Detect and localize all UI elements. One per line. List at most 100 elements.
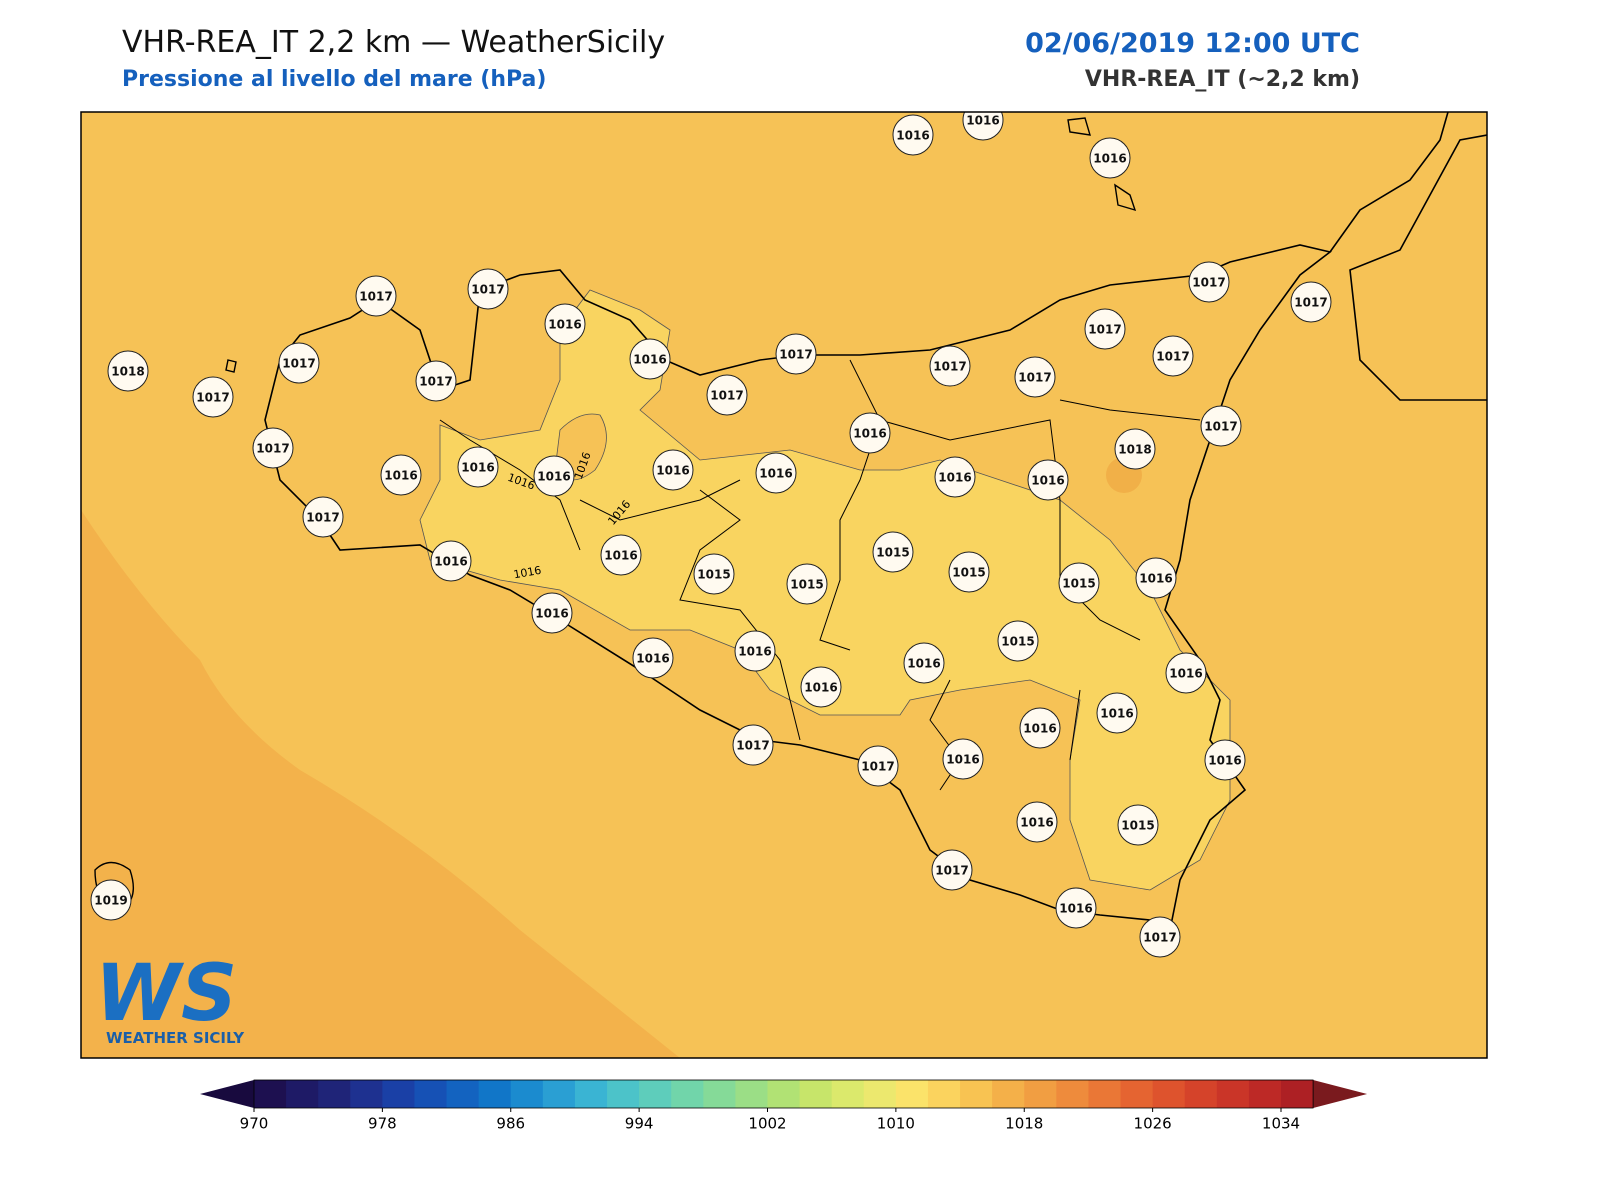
colorbar-bin	[639, 1080, 672, 1108]
colorbar-bin	[927, 1080, 961, 1108]
colorbar-bin	[671, 1080, 704, 1108]
station-marker	[732, 724, 774, 766]
station-marker	[278, 342, 320, 384]
colorbar-bin	[574, 1080, 608, 1108]
colorbar-bin	[1184, 1080, 1218, 1108]
colorbar-bin	[767, 1080, 801, 1108]
colorbar-bin	[286, 1080, 319, 1108]
contour-label: 1016	[512, 564, 542, 582]
station-value: 1017	[1018, 371, 1051, 385]
colorbar-tick-label: 1034	[1262, 1115, 1300, 1133]
station-marker	[1139, 916, 1181, 958]
station-marker	[355, 275, 397, 317]
station-marker	[1114, 428, 1156, 470]
logo-mark: WS	[95, 949, 237, 1039]
title: VHR-REA_IT 2,2 km — WeatherSicily	[122, 25, 665, 60]
colorbar-bin	[895, 1080, 929, 1108]
colorbar-tick-label: 1018	[1005, 1115, 1043, 1133]
colorbar-bin	[1281, 1080, 1314, 1108]
station-marker	[962, 112, 1004, 141]
colorbar-tick-label: 986	[496, 1115, 525, 1133]
colorbar-bin	[446, 1080, 480, 1108]
station-marker	[931, 849, 973, 891]
station-value: 1016	[853, 427, 886, 441]
coastline	[1329, 112, 1487, 401]
station-marker	[1016, 801, 1058, 843]
station-value: 1016	[907, 657, 940, 671]
station-value: 1017	[710, 389, 743, 403]
station-value: 1017	[935, 864, 968, 878]
station-marker	[872, 531, 914, 573]
station-marker	[693, 553, 735, 595]
station-marker	[467, 268, 509, 310]
colorbar-bin	[1248, 1080, 1282, 1108]
colorbar-bin	[542, 1080, 576, 1108]
colorbar-tick-label: 1002	[748, 1115, 786, 1133]
station-value: 1016	[633, 353, 666, 367]
colorbar-tick-label: 1026	[1134, 1115, 1172, 1133]
station-value: 1016	[434, 555, 467, 569]
colorbar-bin	[318, 1080, 351, 1108]
colorbar-bin	[703, 1080, 736, 1108]
station-marker	[1014, 356, 1056, 398]
station-marker	[457, 446, 499, 488]
colorbar-bin	[960, 1080, 993, 1108]
station-marker	[1152, 335, 1194, 377]
colorbar-tick-label: 978	[368, 1115, 397, 1133]
colorbar-tick-label: 994	[625, 1115, 654, 1133]
station-value: 1016	[938, 471, 971, 485]
colorbar: 970 978 986 994 1002 1010 1018 1026 1034	[200, 1079, 1368, 1133]
colorbar-bin	[992, 1080, 1025, 1108]
station-marker	[755, 452, 797, 494]
station-marker	[107, 350, 149, 392]
colorbar-bin	[350, 1080, 383, 1108]
station-marker	[934, 456, 976, 498]
station-marker	[1058, 562, 1100, 604]
colorbar-bin	[1120, 1080, 1154, 1108]
station-value: 1016	[804, 681, 837, 695]
station-marker	[929, 345, 971, 387]
colorbar-frame	[253, 1079, 1314, 1109]
station-marker	[533, 455, 575, 497]
station-value: 1017	[1294, 296, 1327, 310]
colorbar-bin	[607, 1080, 640, 1108]
station-value: 1016	[1139, 572, 1172, 586]
station-value: 1017	[256, 442, 289, 456]
station-marker	[892, 114, 934, 156]
colorbar-bin	[863, 1080, 897, 1108]
station-marker	[1089, 137, 1131, 179]
colorbar-bin	[1216, 1080, 1250, 1108]
station-marker	[531, 592, 573, 634]
station-value: 1017	[861, 760, 894, 774]
station-value: 1016	[1169, 667, 1202, 681]
station-marker	[544, 303, 586, 345]
station-value: 1016	[656, 464, 689, 478]
station-value: 1016	[636, 652, 669, 666]
station-value: 1016	[946, 753, 979, 767]
station-marker	[706, 374, 748, 416]
colorbar-bin	[1056, 1080, 1089, 1108]
island	[94, 117, 1137, 911]
station-value: 1015	[1062, 577, 1095, 591]
station-marker	[903, 642, 945, 684]
station-marker	[942, 738, 984, 780]
station-marker	[775, 333, 817, 375]
station-marker	[1055, 887, 1097, 929]
station-value: 1018	[111, 365, 144, 379]
station-marker	[90, 879, 132, 921]
station-value: 1016	[537, 470, 570, 484]
station-value: 1015	[790, 578, 823, 592]
station-marker	[415, 360, 457, 402]
stations: 1016 1016 1016 1017 1017 1017 1017 1016 1016 1017…	[90, 112, 1332, 958]
logo-text: WEATHER SICILY	[106, 1029, 245, 1047]
station-value: 1016	[1059, 902, 1092, 916]
station-marker	[800, 666, 842, 708]
station-marker	[1290, 281, 1332, 323]
station-marker	[997, 620, 1039, 662]
station-value: 1019	[94, 894, 127, 908]
station-marker	[632, 637, 674, 679]
station-marker	[1200, 405, 1242, 447]
colorbar-tick-label: 1010	[877, 1115, 915, 1133]
station-value: 1016	[1100, 707, 1133, 721]
coastline	[264, 244, 1332, 932]
